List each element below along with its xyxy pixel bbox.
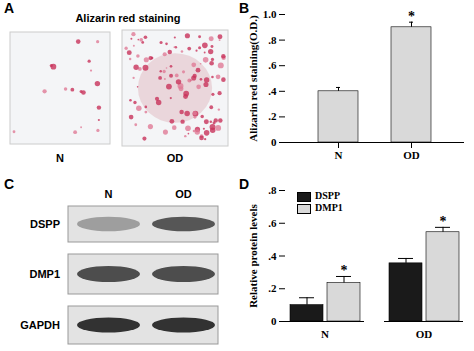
svg-text:OD: OD bbox=[403, 149, 420, 161]
html-text:A: A bbox=[4, 0, 15, 16]
svg-text:N: N bbox=[105, 188, 113, 200]
svg-text:0: 0 bbox=[271, 136, 277, 148]
svg-text:DSPP: DSPP bbox=[30, 218, 60, 230]
svg-text:.4: .4 bbox=[268, 250, 277, 262]
svg-text:OD: OD bbox=[175, 188, 192, 200]
html-text:D: D bbox=[239, 176, 250, 192]
svg-text:*: * bbox=[440, 214, 447, 229]
html-text:B: B bbox=[239, 0, 250, 16]
html-text:DSPP: DSPP bbox=[315, 190, 340, 201]
svg-text:0: 0 bbox=[271, 315, 277, 327]
svg-text:OD: OD bbox=[416, 328, 433, 340]
svg-text:.6: .6 bbox=[268, 217, 277, 229]
svg-text:*: * bbox=[408, 9, 415, 24]
svg-text:N: N bbox=[56, 152, 64, 164]
svg-text:.2: .2 bbox=[268, 282, 277, 294]
svg-text:Relative protein levels: Relative protein levels bbox=[247, 203, 259, 307]
svg-text:*: * bbox=[341, 263, 348, 278]
svg-text:.6: .6 bbox=[268, 59, 277, 71]
svg-text:Alizarin red staining(O.D.): Alizarin red staining(O.D.) bbox=[247, 15, 260, 142]
svg-text:.8: .8 bbox=[268, 184, 277, 196]
svg-text:.4: .4 bbox=[268, 85, 277, 97]
svg-text:.2: .2 bbox=[268, 110, 277, 122]
svg-text:.8: .8 bbox=[268, 34, 277, 46]
svg-text:1.0: 1.0 bbox=[263, 8, 277, 20]
svg-text:N: N bbox=[335, 149, 343, 161]
svg-text:Alizarin red staining: Alizarin red staining bbox=[75, 12, 180, 24]
svg-text:DMP1: DMP1 bbox=[29, 268, 60, 280]
html-text:C: C bbox=[4, 176, 15, 192]
svg-text:OD: OD bbox=[167, 152, 184, 164]
svg-text:GAPDH: GAPDH bbox=[20, 319, 60, 331]
html-text:DMP1: DMP1 bbox=[315, 202, 343, 213]
svg-text:N: N bbox=[321, 328, 329, 340]
